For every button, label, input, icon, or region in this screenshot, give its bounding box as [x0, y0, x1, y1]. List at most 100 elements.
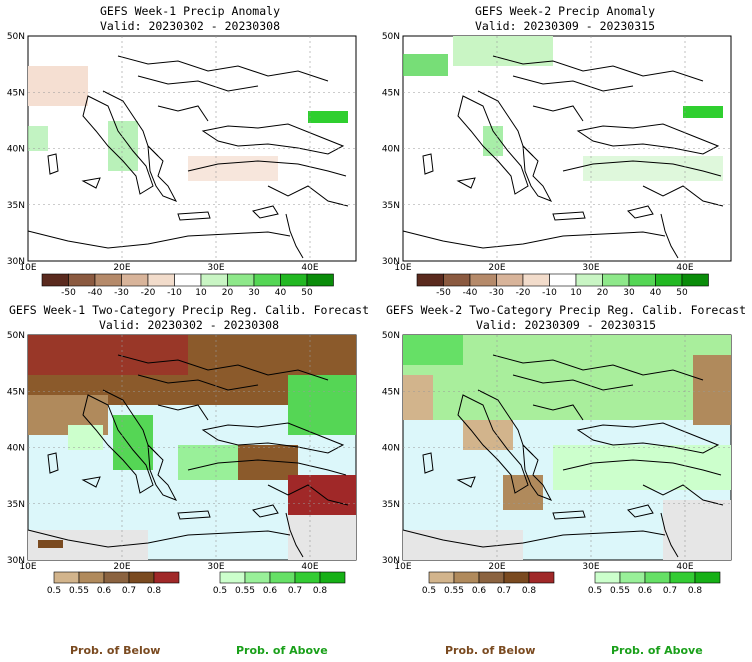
above-colorbar-tick: 0.5	[213, 586, 227, 596]
anomaly-colorbar-tick: 40	[275, 288, 287, 298]
lat-tick-label: 50N	[7, 32, 25, 42]
below-colorbar-cell	[503, 571, 530, 584]
anomaly-colorbar-cell	[147, 273, 175, 287]
above-colorbar-tick: 0.8	[313, 586, 328, 596]
anomaly-colorbar-cell	[121, 273, 149, 287]
above-colorbar-cell	[219, 571, 246, 584]
panel-week1-twocategory	[27, 334, 357, 561]
above-colorbar-tick: 0.6	[263, 586, 278, 596]
lat-tick-label: 40N	[382, 444, 400, 454]
lon-tick-label: 10E	[19, 263, 36, 273]
anomaly-colorbar-cell	[655, 273, 683, 287]
prob-above-label-left: Prob. of Above	[236, 644, 328, 657]
anomaly-colorbar-tick: 20	[222, 288, 234, 298]
below-colorbar-tick: 0.8	[147, 586, 162, 596]
anomaly-colorbar-tick: -10	[542, 288, 557, 298]
lon-tick-label: 10E	[394, 562, 411, 572]
panel-week1-anomaly	[27, 35, 357, 262]
lon-tick-label: 20E	[113, 263, 130, 273]
anomaly-colorbar-cell	[602, 273, 630, 287]
lon-tick-label: 20E	[488, 263, 505, 273]
lat-tick-label: 30N	[7, 257, 25, 267]
below-colorbar-tick: 0.7	[122, 586, 136, 596]
above-colorbar-tick: 0.8	[688, 586, 703, 596]
above-colorbar-tick: 0.55	[235, 586, 255, 596]
below-colorbar-tick: 0.6	[472, 586, 487, 596]
anomaly-colorbar-cell	[174, 273, 202, 287]
anomaly-colorbar-cell	[522, 273, 550, 287]
below-colorbar-cell	[528, 571, 555, 584]
anomaly-colorbar-tick: -30	[114, 288, 129, 298]
anomaly-colorbar-tick: 10	[195, 288, 207, 298]
prob-below-label-right: Prob. of Below	[445, 644, 536, 657]
below-colorbar-cell	[153, 571, 180, 584]
below-colorbar-cell	[78, 571, 105, 584]
anomaly-colorbar-tick: -20	[516, 288, 531, 298]
lat-tick-label: 45N	[382, 88, 400, 98]
anomaly-colorbar-cell	[443, 273, 471, 287]
anomaly-colorbar-cell	[68, 273, 96, 287]
above-colorbar-cell	[269, 571, 296, 584]
above-colorbar-cell	[669, 571, 696, 584]
anomaly-colorbar-tick: 50	[676, 288, 688, 298]
lon-tick-label: 40E	[676, 263, 693, 273]
anomaly-colorbar-tick: -30	[489, 288, 504, 298]
lat-tick-label: 50N	[382, 331, 400, 341]
anomaly-colorbar-tick: 20	[597, 288, 609, 298]
below-colorbar-cell	[53, 571, 80, 584]
anomaly-colorbar-cell	[200, 273, 228, 287]
lon-tick-label: 20E	[488, 562, 505, 572]
below-colorbar-tick: 0.5	[422, 586, 436, 596]
below-colorbar-cell	[428, 571, 455, 584]
lat-tick-label: 45N	[382, 387, 400, 397]
lon-tick-label: 30E	[207, 562, 224, 572]
above-colorbar-cell	[694, 571, 721, 584]
lon-tick-label: 40E	[301, 562, 318, 572]
below-colorbar-cell	[478, 571, 505, 584]
lat-tick-label: 30N	[382, 257, 400, 267]
anomaly-colorbar-cell	[549, 273, 577, 287]
lon-tick-label: 40E	[676, 562, 693, 572]
anomaly-colorbar-tick: 10	[570, 288, 582, 298]
lon-tick-label: 40E	[301, 263, 318, 273]
anomaly-colorbar-tick: -10	[167, 288, 182, 298]
lat-tick-label: 35N	[7, 201, 25, 211]
anomaly-colorbar-cell	[253, 273, 281, 287]
anomaly-colorbar-cell	[469, 273, 497, 287]
below-colorbar-cell	[453, 571, 480, 584]
anomaly-colorbar-tick: 40	[650, 288, 662, 298]
anomaly-colorbar-cell	[280, 273, 308, 287]
lat-tick-label: 35N	[382, 500, 400, 510]
anomaly-colorbar-tick: -50	[61, 288, 76, 298]
anomaly-colorbar-tick: -20	[141, 288, 156, 298]
anomaly-colorbar-tick: 50	[301, 288, 313, 298]
anomaly-colorbar-tick: 30	[623, 288, 635, 298]
above-colorbar-cell	[644, 571, 671, 584]
anomaly-colorbar-tick: -40	[463, 288, 478, 298]
lon-tick-label: 30E	[207, 263, 224, 273]
above-colorbar-tick: 0.7	[663, 586, 677, 596]
above-colorbar-tick: 0.7	[288, 586, 302, 596]
anomaly-colorbar-tick: -50	[436, 288, 451, 298]
lat-tick-label: 35N	[382, 201, 400, 211]
prob-above-label-right: Prob. of Above	[611, 644, 703, 657]
above-colorbar-cell	[619, 571, 646, 584]
lon-tick-label: 30E	[582, 263, 599, 273]
anomaly-colorbar-cell	[306, 273, 334, 287]
panel-week2-twocategory	[402, 334, 732, 561]
anomaly-colorbar-cell	[628, 273, 656, 287]
above-colorbar-cell	[319, 571, 346, 584]
lat-tick-label: 45N	[7, 88, 25, 98]
above-colorbar-cell	[594, 571, 621, 584]
lon-tick-label: 30E	[582, 562, 599, 572]
prob-below-label-left: Prob. of Below	[70, 644, 161, 657]
anomaly-colorbar-cell	[575, 273, 603, 287]
panel3-title: GEFS Week-1 Two-Category Precip Reg. Cal…	[8, 303, 370, 332]
anomaly-colorbar-cell	[681, 273, 709, 287]
panel1-title: GEFS Week-1 Precip Anomaly Valid: 2023030…	[99, 4, 280, 33]
lat-tick-label: 35N	[7, 500, 25, 510]
map-frame	[402, 35, 732, 262]
anomaly-colorbar-cell	[496, 273, 524, 287]
panel-week2-anomaly	[402, 35, 732, 262]
below-colorbar-tick: 0.55	[69, 586, 89, 596]
